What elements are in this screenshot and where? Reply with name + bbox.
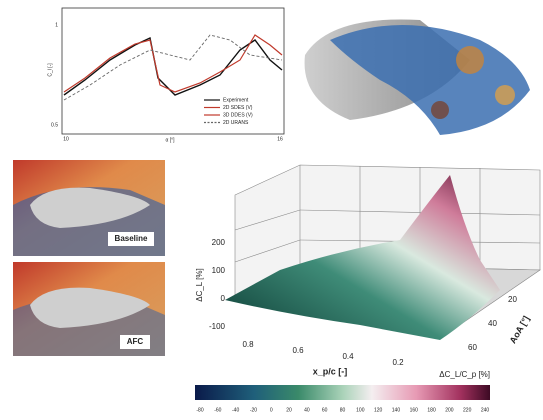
colorbar-tick-label: -20 [250,407,257,413]
colorbar-tick-label: 120 [374,407,383,413]
y-axis-label: AoA [°] [508,314,532,345]
flow-image-label: Baseline [115,234,148,243]
z-tick-label: 200 [212,238,226,247]
x-tick-label: 0.4 [342,352,354,361]
colorbar-label: ΔC_L/C_p [%] [439,370,490,379]
x-tick-label: 0.8 [242,340,254,349]
legend-entry: Experiment [223,97,249,103]
z-axis-label: ΔC_L [%] [195,268,204,302]
colorbar-tick-label: -40 [232,407,239,413]
x-tick-label: 16 [277,136,283,142]
vortex-blob [495,85,515,105]
y-tick-label: 0.5 [51,122,58,128]
legend-entry: 2D SDES (V) [223,105,253,111]
z-tick-label: -100 [209,322,226,331]
vortex-blob [456,46,484,74]
colorbar-tick-label: 20 [286,407,292,413]
colorbar-tick-label: 100 [356,407,365,413]
colorbar-tick-label: 200 [445,407,454,413]
colorbar-tick-label: -80 [196,407,203,413]
legend-entry: 3D DDES (V) [223,112,253,118]
z-tick-label: 100 [212,266,226,275]
x-tick-label: 0.6 [292,346,304,355]
x-axis-label: α [°] [165,137,175,143]
colorbar-tick-label: 180 [427,407,436,413]
x-tick-label: 10 [63,136,69,142]
y-tick-label: 60 [468,343,477,352]
x-axis-label: x_p/c [-] [313,366,348,376]
colorbar-tick-label: 220 [463,407,472,413]
y-axis-label: C_l [-] [47,63,53,77]
y-tick-label: 20 [508,295,517,304]
colorbar-tick-label: 240 [481,407,490,413]
colorbar [195,385,490,400]
collage-canvas: C_l [-] α [°] 1 0.5 10 16 Experiment 2D SDES (V… [0,0,543,420]
figure-collage: C_l [-] α [°] 1 0.5 10 16 Experiment 2D SDES (V… [0,0,543,420]
colorbar-tick-label: 60 [322,407,328,413]
colorbar-tick-label: 160 [410,407,419,413]
y-tick-label: 1 [55,22,58,28]
x-tick-label: 0.2 [392,358,404,367]
colorbar-tick-label: 0 [270,407,273,413]
colorbar-tick-label: 80 [340,407,346,413]
vortex-blob [431,101,449,119]
colorbar-tick-label: 140 [392,407,401,413]
colorbar-tick-label: -60 [214,407,221,413]
colorbar-tick-label: 40 [304,407,310,413]
y-tick-label: 40 [488,319,497,328]
legend-entry: 2D URANS [223,120,249,126]
z-tick-label: 0 [221,294,226,303]
flow-image-label: AFC [127,337,144,346]
